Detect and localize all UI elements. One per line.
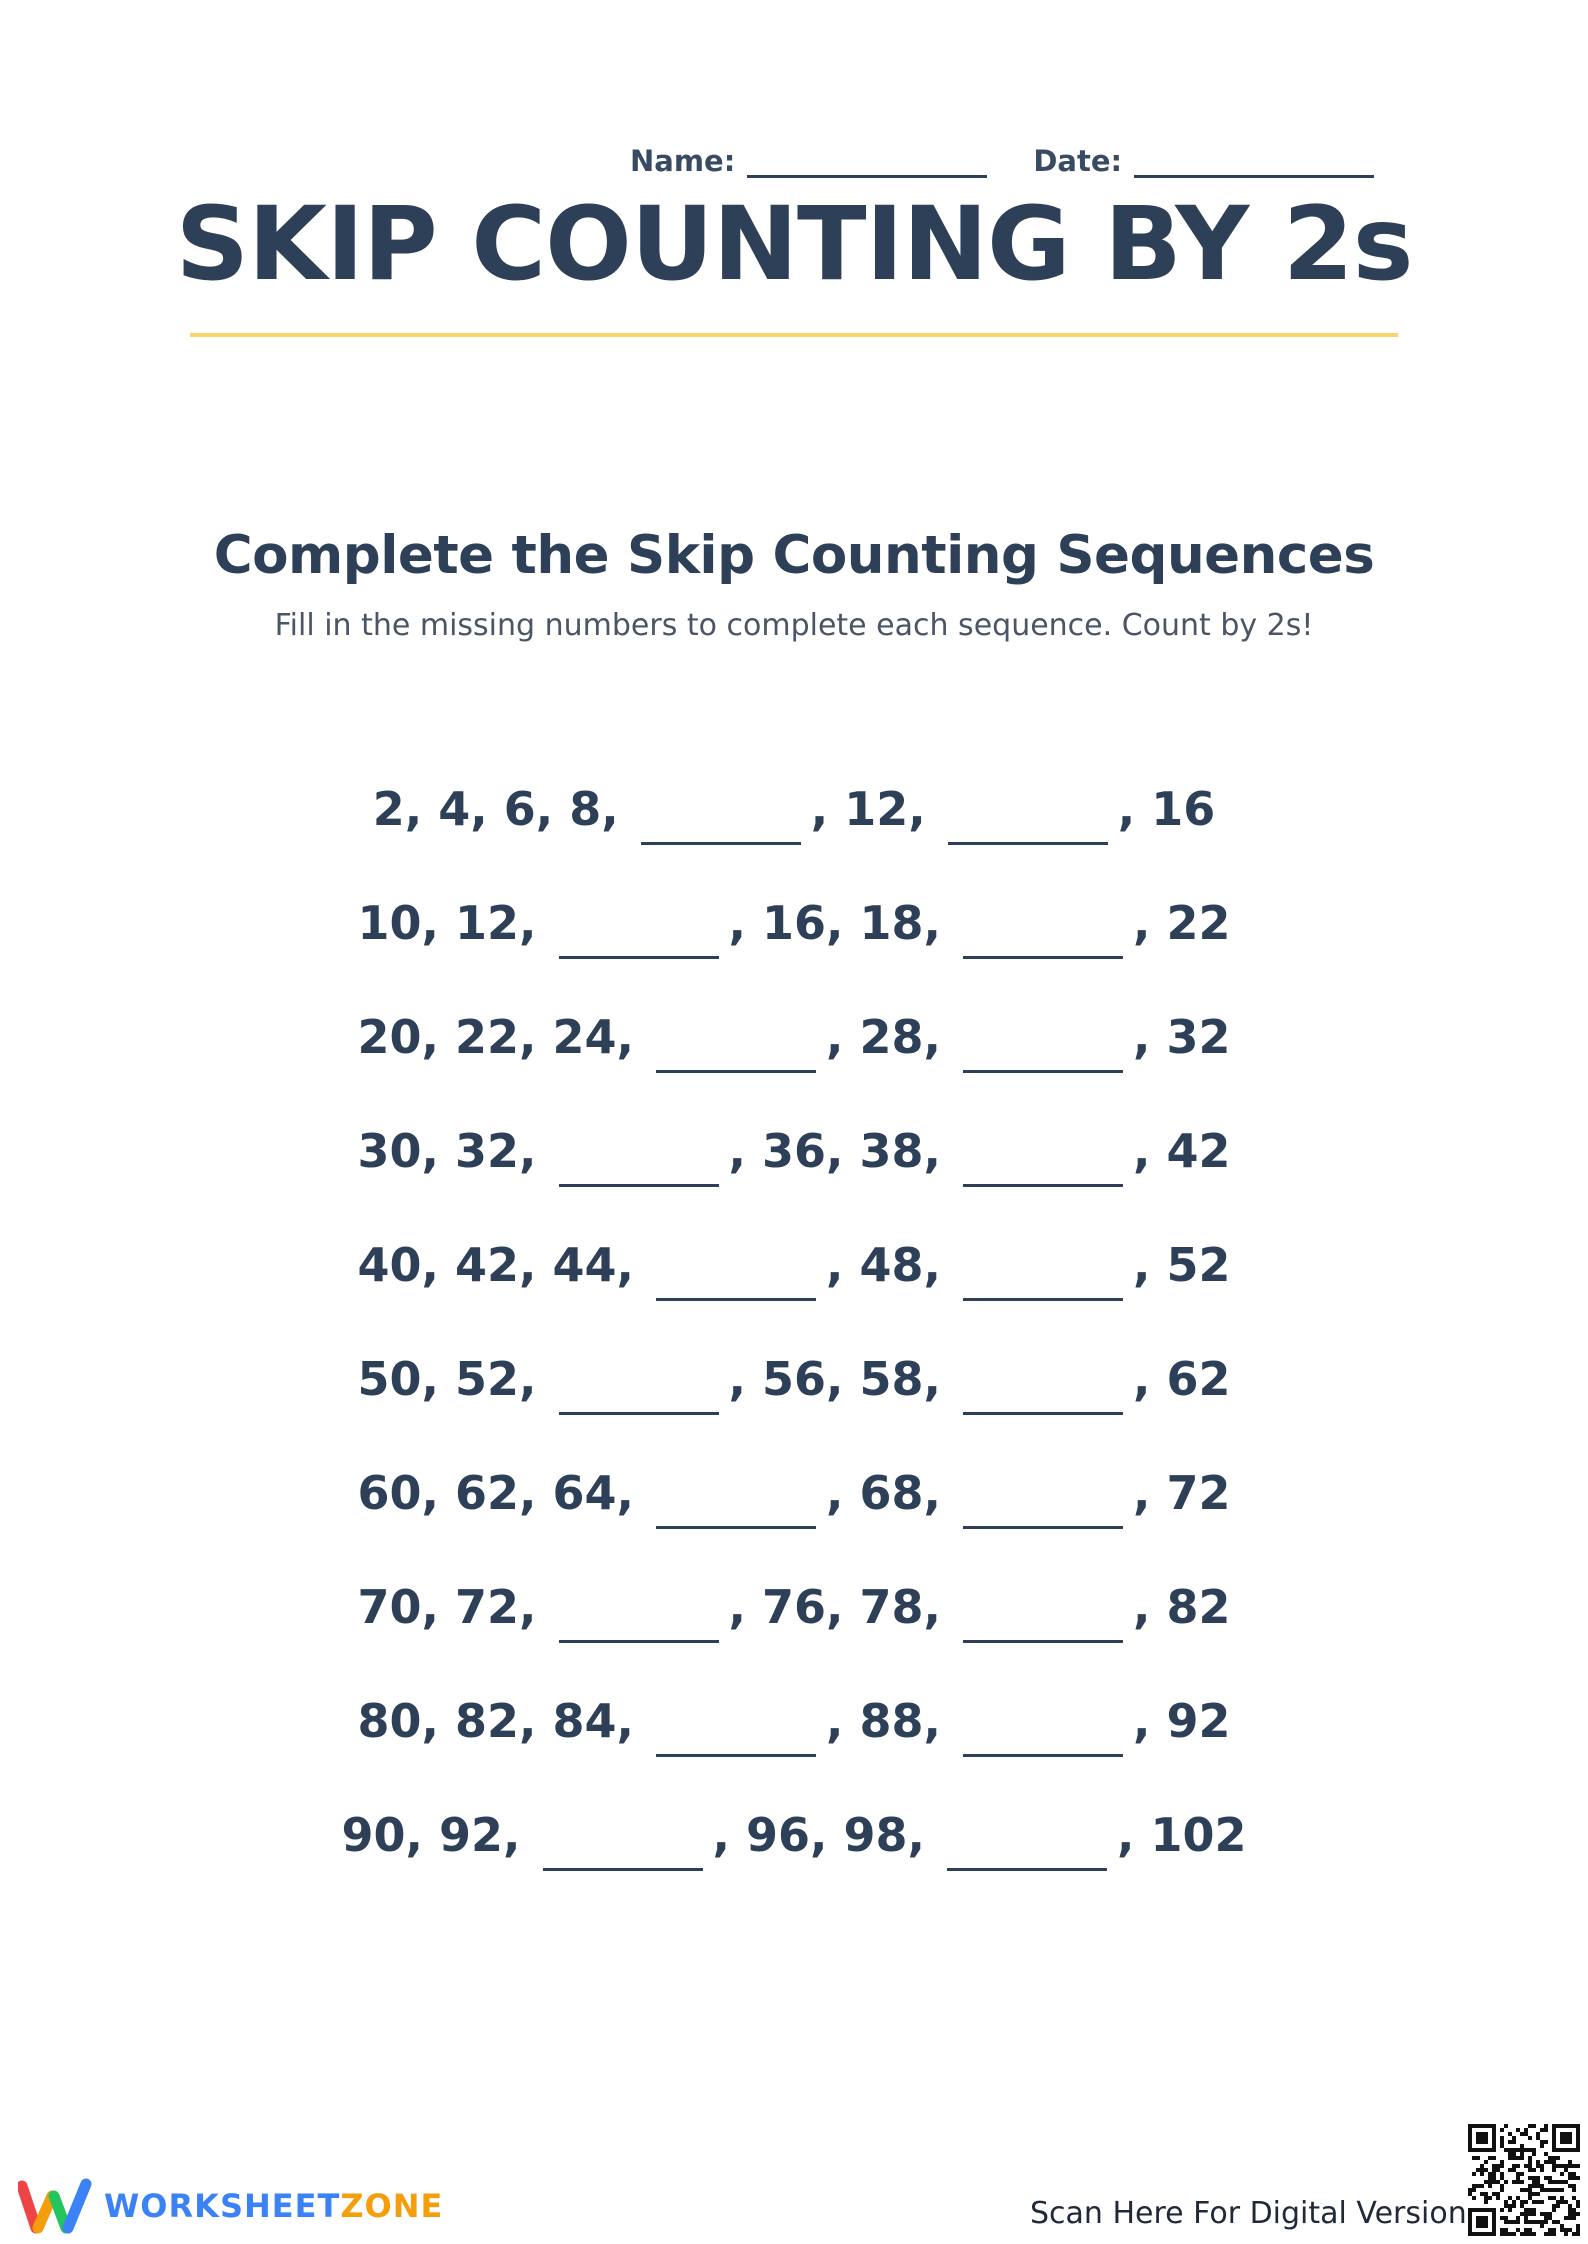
sequence-row: 90, 92, , 96, 98, , 102 [0, 1778, 1588, 1892]
answer-blank[interactable] [962, 1026, 1123, 1073]
sequence-part-start: 80, 82, 84, [357, 1694, 635, 1748]
answer-blank[interactable] [656, 1482, 816, 1529]
sequence-part-middle: , 28, [826, 1010, 941, 1064]
answer-blank[interactable] [656, 1710, 816, 1757]
answer-blank[interactable] [558, 912, 719, 959]
sequence-part-start: 60, 62, 64, [357, 1466, 635, 1520]
sequence-part-start: 50, 52, [357, 1352, 537, 1406]
answer-blank[interactable] [962, 1710, 1123, 1757]
qr-code-icon[interactable] [1468, 2124, 1580, 2236]
logo-text: WORKSHEETZONE [104, 2187, 443, 2225]
sequence-part-middle: , 48, [826, 1238, 941, 1292]
sequence-part-start: 20, 22, 24, [357, 1010, 635, 1064]
sequence-part-end: , 32 [1132, 1010, 1231, 1064]
name-blank-line[interactable] [747, 135, 988, 178]
sequence-row: 30, 32, , 36, 38, , 42 [0, 1094, 1588, 1208]
answer-blank[interactable] [962, 1596, 1123, 1643]
answer-blank[interactable] [558, 1368, 719, 1415]
sequence-part-middle: , 88, [826, 1694, 941, 1748]
worksheetzone-w-logo-icon [18, 2178, 92, 2234]
sequence-part-end: , 72 [1132, 1466, 1231, 1520]
sequence-part-middle: , 56, 58, [728, 1352, 941, 1406]
answer-blank[interactable] [962, 1254, 1123, 1301]
logo-text-worksheet: WORKSHEET [104, 2187, 341, 2225]
worksheet-title: SKIP COUNTING BY 2s [175, 185, 1414, 304]
sequence-list: 2, 4, 6, 8, , 12, , 16 10, 12, , 16, 18, , 22… [0, 752, 1588, 1892]
answer-blank[interactable] [640, 798, 801, 845]
sequence-part-middle: , 76, 78, [728, 1580, 941, 1634]
name-label: Name: [630, 144, 736, 178]
date-field[interactable]: Date: [1033, 135, 1375, 178]
sequence-part-start: 40, 42, 44, [357, 1238, 635, 1292]
sequence-part-end: , 92 [1132, 1694, 1231, 1748]
title-divider [190, 333, 1398, 337]
answer-blank[interactable] [962, 1140, 1123, 1187]
sequence-row: 80, 82, 84, , 88, , 92 [0, 1664, 1588, 1778]
header-fields: Name: Date: [630, 118, 1375, 178]
sequence-part-middle: , 68, [826, 1466, 941, 1520]
sequence-row: 2, 4, 6, 8, , 12, , 16 [0, 752, 1588, 866]
date-label: Date: [1033, 144, 1123, 178]
answer-blank[interactable] [542, 1824, 703, 1871]
answer-blank[interactable] [962, 912, 1123, 959]
answer-blank[interactable] [558, 1596, 719, 1643]
answer-blank[interactable] [656, 1254, 816, 1301]
sequence-row: 70, 72, , 76, 78, , 82 [0, 1550, 1588, 1664]
sequence-part-middle: , 16, 18, [728, 896, 941, 950]
instructions-text: Fill in the missing numbers to complete … [274, 608, 1314, 643]
sequence-row: 10, 12, , 16, 18, , 22 [0, 866, 1588, 980]
sequence-part-start: 10, 12, [357, 896, 537, 950]
sequence-part-end: , 22 [1132, 896, 1231, 950]
answer-blank[interactable] [947, 798, 1108, 845]
answer-blank[interactable] [558, 1140, 719, 1187]
sequence-part-middle: , 36, 38, [728, 1124, 941, 1178]
sequence-row: 40, 42, 44, , 48, , 52 [0, 1208, 1588, 1322]
section-title: Complete the Skip Counting Sequences [213, 525, 1375, 586]
scan-instruction: Scan Here For Digital Version [1030, 2196, 1467, 2231]
worksheetzone-logo: WORKSHEETZONE [18, 2178, 443, 2234]
date-blank-line[interactable] [1134, 135, 1375, 178]
sequence-row: 20, 22, 24, , 28, , 32 [0, 980, 1588, 1094]
answer-blank[interactable] [946, 1824, 1107, 1871]
sequence-part-end: , 52 [1132, 1238, 1231, 1292]
logo-text-zone: ZONE [340, 2187, 444, 2225]
sequence-row: 60, 62, 64, , 68, , 72 [0, 1436, 1588, 1550]
sequence-part-middle: , 12, [810, 782, 926, 836]
sequence-part-end: , 42 [1132, 1124, 1231, 1178]
sequence-part-start: 70, 72, [357, 1580, 537, 1634]
sequence-row: 50, 52, , 56, 58, , 62 [0, 1322, 1588, 1436]
sequence-part-end: , 16 [1117, 782, 1216, 836]
sequence-part-end: , 82 [1132, 1580, 1231, 1634]
sequence-part-end: , 102 [1116, 1808, 1247, 1862]
answer-blank[interactable] [656, 1026, 816, 1073]
name-field[interactable]: Name: [630, 135, 988, 178]
answer-blank[interactable] [962, 1482, 1123, 1529]
sequence-part-start: 30, 32, [357, 1124, 537, 1178]
sequence-part-end: , 62 [1132, 1352, 1231, 1406]
sequence-part-middle: , 96, 98, [712, 1808, 925, 1862]
sequence-part-start: 2, 4, 6, 8, [372, 782, 619, 836]
sequence-part-start: 90, 92, [341, 1808, 521, 1862]
answer-blank[interactable] [962, 1368, 1123, 1415]
